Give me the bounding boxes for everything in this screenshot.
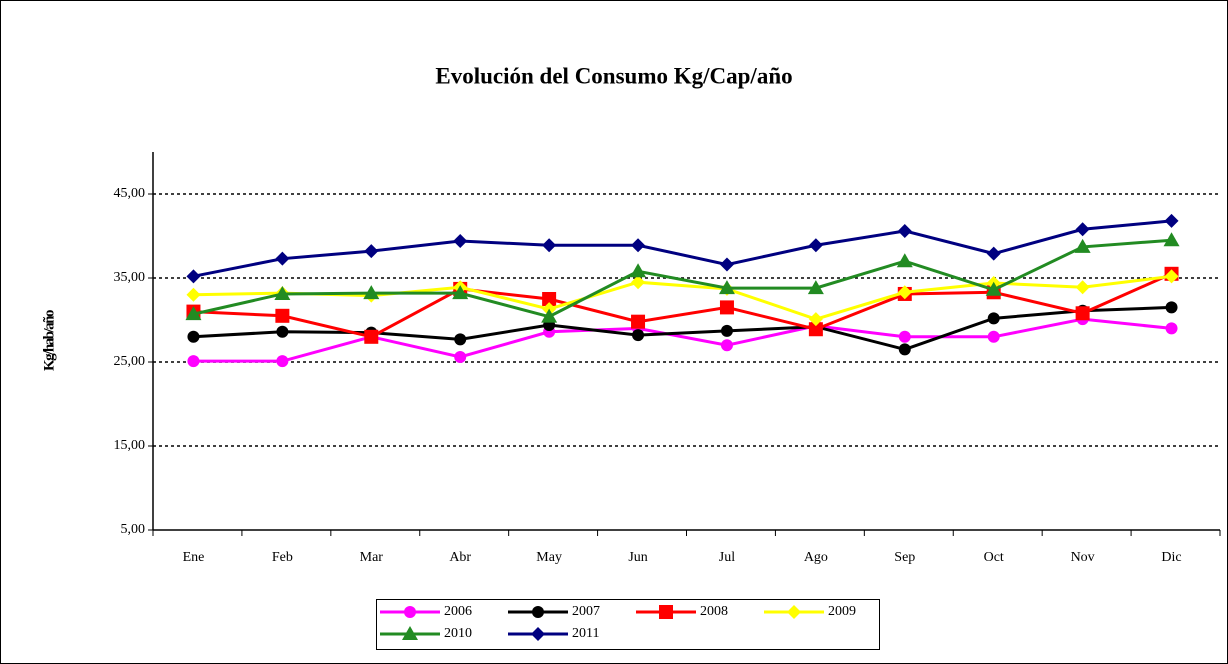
y-tick-label: 35,00 <box>114 270 146 285</box>
point <box>187 330 200 343</box>
point <box>454 350 467 363</box>
point <box>1164 269 1179 284</box>
x-tick-label: Sep <box>894 550 915 565</box>
point <box>1165 322 1178 335</box>
legend-marker <box>532 606 544 618</box>
legend-label: 2007 <box>572 604 600 619</box>
point <box>1075 222 1090 237</box>
point <box>987 312 1000 325</box>
y-tick-label: 45,00 <box>114 186 146 201</box>
point <box>275 251 290 266</box>
point <box>631 275 646 290</box>
x-tick-label: Jul <box>719 550 735 565</box>
point <box>1163 232 1180 247</box>
legend-marker <box>659 605 673 619</box>
point <box>186 287 201 302</box>
point <box>1164 213 1179 228</box>
legend-label: 2010 <box>444 626 472 641</box>
x-tick-label: May <box>536 550 562 565</box>
x-tick-label: Feb <box>272 550 293 565</box>
x-tick-label: Dic <box>1161 550 1181 565</box>
point <box>1075 306 1090 321</box>
point <box>1165 301 1178 314</box>
series-line <box>193 317 1172 363</box>
point <box>987 330 1000 343</box>
x-tick-label: Nov <box>1071 550 1095 565</box>
point <box>454 333 467 346</box>
point <box>186 269 201 284</box>
point <box>185 306 202 321</box>
point <box>276 355 289 368</box>
x-tick-label: Oct <box>984 550 1004 565</box>
series-line <box>193 272 1173 339</box>
y-tick-label: 25,00 <box>114 354 146 369</box>
point <box>274 285 291 300</box>
x-tick-label: Abr <box>449 550 471 565</box>
point <box>808 238 823 253</box>
point <box>808 322 823 337</box>
series-line <box>193 219 1172 278</box>
point <box>897 285 912 300</box>
point <box>718 280 735 295</box>
point <box>985 281 1002 296</box>
point <box>808 312 823 327</box>
chart-title: Evolución del Consumo Kg/Cap/año <box>435 63 792 88</box>
legend-marker <box>402 626 418 640</box>
point <box>452 285 469 300</box>
y-tick-label: 5,00 <box>121 522 146 537</box>
point <box>363 285 380 300</box>
legend-label: 2009 <box>828 604 856 619</box>
legend-label: 2006 <box>444 604 472 619</box>
point <box>630 263 647 278</box>
point <box>541 308 558 323</box>
point <box>542 238 557 253</box>
point <box>542 292 557 306</box>
legend-label: 2008 <box>700 604 728 619</box>
y-axis-label: Kg/hab/año <box>41 310 57 371</box>
point <box>275 308 290 323</box>
point <box>898 330 911 343</box>
point <box>719 300 734 315</box>
point <box>276 325 289 338</box>
legend-label: 2011 <box>572 626 599 641</box>
legend-marker <box>787 605 801 619</box>
point <box>719 257 734 272</box>
point <box>632 329 645 342</box>
point <box>187 355 200 368</box>
point <box>1075 280 1090 295</box>
point <box>1074 238 1091 253</box>
x-tick-label: Ene <box>183 550 205 565</box>
point <box>897 223 912 238</box>
point <box>986 246 1001 261</box>
legend-marker <box>404 606 416 618</box>
point <box>364 244 379 259</box>
point <box>898 343 911 356</box>
x-tick-label: Mar <box>360 550 384 565</box>
point <box>364 329 379 344</box>
x-tick-label: Jun <box>628 550 647 565</box>
point <box>631 314 646 329</box>
y-tick-label: 15,00 <box>114 438 146 453</box>
point <box>631 238 646 253</box>
point <box>720 324 733 337</box>
point <box>720 339 733 352</box>
point <box>896 253 913 268</box>
point <box>807 280 824 295</box>
point <box>453 234 468 249</box>
legend-marker <box>531 627 545 641</box>
series-line <box>193 238 1172 319</box>
x-tick-label: Ago <box>804 550 828 565</box>
